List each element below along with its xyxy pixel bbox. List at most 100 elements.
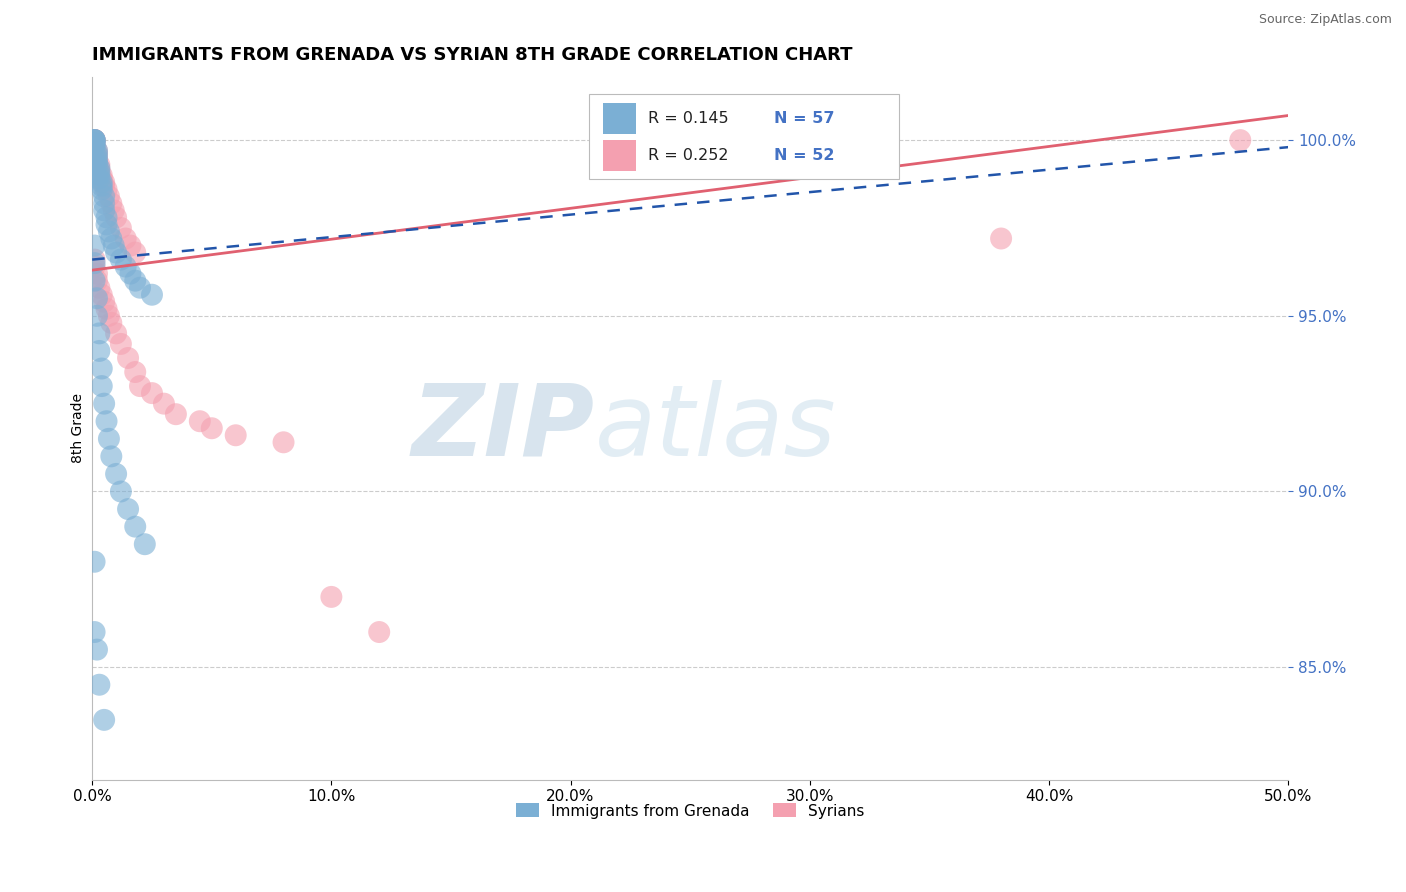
Point bbox=[83, 136, 105, 151]
Point bbox=[90, 175, 112, 189]
Point bbox=[86, 309, 108, 323]
Point bbox=[90, 178, 112, 193]
Point bbox=[368, 625, 391, 640]
Text: N = 57: N = 57 bbox=[773, 111, 834, 126]
Point bbox=[100, 196, 122, 211]
Point bbox=[273, 435, 295, 450]
Point bbox=[97, 189, 120, 203]
Point bbox=[89, 161, 111, 176]
Point bbox=[90, 287, 112, 301]
Point bbox=[110, 337, 132, 351]
Point bbox=[90, 379, 112, 393]
Point bbox=[110, 252, 132, 267]
Point bbox=[129, 379, 152, 393]
Point bbox=[83, 140, 105, 154]
Point bbox=[90, 171, 112, 186]
Legend: Immigrants from Grenada, Syrians: Immigrants from Grenada, Syrians bbox=[510, 797, 870, 825]
Point bbox=[153, 397, 176, 411]
Text: Source: ZipAtlas.com: Source: ZipAtlas.com bbox=[1258, 13, 1392, 27]
Point bbox=[83, 555, 105, 569]
Point bbox=[990, 231, 1012, 245]
Point bbox=[124, 245, 146, 260]
Point bbox=[117, 502, 139, 516]
Point bbox=[93, 203, 115, 218]
Y-axis label: 8th Grade: 8th Grade bbox=[72, 393, 86, 463]
Point bbox=[124, 365, 146, 379]
Text: atlas: atlas bbox=[595, 380, 837, 476]
Text: R = 0.252: R = 0.252 bbox=[648, 148, 728, 162]
Text: N = 52: N = 52 bbox=[773, 148, 834, 162]
Point bbox=[83, 133, 105, 147]
Point bbox=[89, 161, 111, 176]
Point bbox=[165, 407, 187, 421]
Point bbox=[83, 136, 105, 151]
Text: R = 0.145: R = 0.145 bbox=[648, 111, 728, 126]
Point bbox=[124, 274, 146, 288]
Point bbox=[83, 252, 105, 267]
Point bbox=[89, 281, 111, 295]
Point bbox=[89, 165, 111, 179]
Point bbox=[100, 316, 122, 330]
Point bbox=[105, 245, 128, 260]
Point bbox=[103, 203, 125, 218]
Point bbox=[105, 211, 128, 225]
Point bbox=[201, 421, 224, 435]
Point bbox=[83, 274, 105, 288]
Point bbox=[86, 154, 108, 169]
Point bbox=[83, 133, 105, 147]
Point bbox=[105, 467, 128, 481]
Point bbox=[97, 225, 120, 239]
Point bbox=[100, 231, 122, 245]
Point bbox=[83, 133, 105, 147]
Point bbox=[97, 432, 120, 446]
Point bbox=[90, 168, 112, 182]
Point bbox=[86, 147, 108, 161]
Text: IMMIGRANTS FROM GRENADA VS SYRIAN 8TH GRADE CORRELATION CHART: IMMIGRANTS FROM GRENADA VS SYRIAN 8TH GR… bbox=[93, 46, 852, 64]
Point bbox=[83, 256, 105, 270]
Point bbox=[89, 168, 111, 182]
Point bbox=[89, 326, 111, 341]
Point bbox=[120, 267, 142, 281]
Point bbox=[93, 713, 115, 727]
Point bbox=[100, 450, 122, 464]
Point bbox=[90, 182, 112, 196]
Point bbox=[83, 140, 105, 154]
Point bbox=[89, 343, 111, 358]
Point bbox=[86, 291, 108, 305]
Point bbox=[90, 361, 112, 376]
Point bbox=[86, 267, 108, 281]
Point bbox=[86, 144, 108, 158]
Point bbox=[141, 287, 163, 301]
Point bbox=[83, 133, 105, 147]
Point bbox=[188, 414, 211, 428]
Bar bbox=[589, 95, 900, 178]
Point bbox=[83, 238, 105, 252]
Point bbox=[89, 158, 111, 172]
Point bbox=[141, 386, 163, 401]
Point bbox=[120, 238, 142, 252]
Point bbox=[96, 211, 118, 225]
Point bbox=[89, 171, 111, 186]
Bar bbox=[603, 140, 637, 170]
Point bbox=[83, 133, 105, 147]
Point bbox=[321, 590, 343, 604]
Point bbox=[86, 642, 108, 657]
Point bbox=[93, 196, 115, 211]
Point bbox=[96, 218, 118, 232]
Point bbox=[83, 625, 105, 640]
Point bbox=[93, 397, 115, 411]
Point bbox=[93, 175, 115, 189]
Point bbox=[86, 144, 108, 158]
Point bbox=[86, 147, 108, 161]
Point bbox=[97, 309, 120, 323]
Point bbox=[83, 136, 105, 151]
Point bbox=[1229, 133, 1251, 147]
Point bbox=[83, 133, 105, 147]
Point bbox=[110, 484, 132, 499]
Point bbox=[86, 158, 108, 172]
Point bbox=[105, 326, 128, 341]
Point bbox=[93, 178, 115, 193]
Point bbox=[83, 133, 105, 147]
Point bbox=[86, 151, 108, 165]
Point bbox=[89, 678, 111, 692]
